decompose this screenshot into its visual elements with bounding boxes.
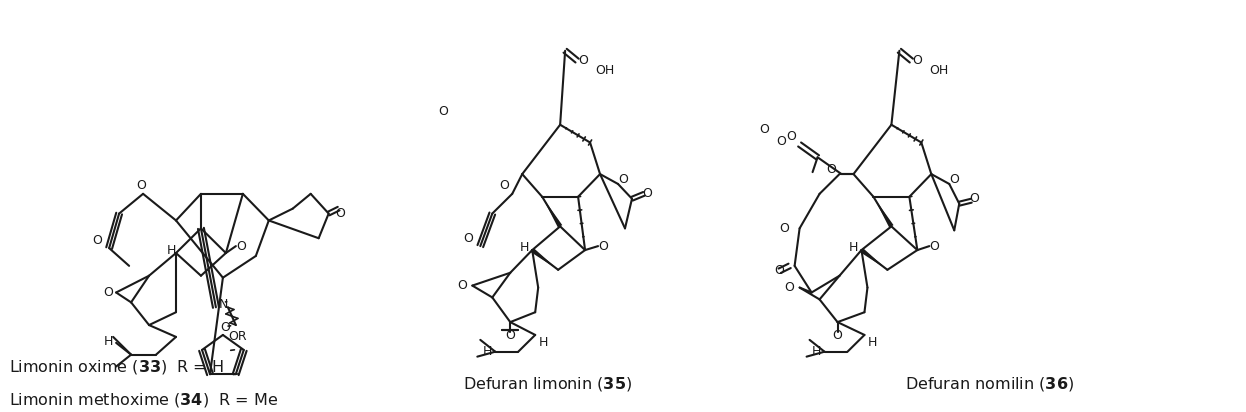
Text: O: O bbox=[775, 264, 785, 277]
Text: O: O bbox=[832, 330, 842, 342]
Polygon shape bbox=[860, 248, 887, 270]
Text: O: O bbox=[235, 240, 245, 253]
Text: O: O bbox=[949, 173, 959, 185]
Text: O: O bbox=[598, 240, 608, 253]
Polygon shape bbox=[531, 248, 558, 270]
Text: O: O bbox=[826, 163, 836, 176]
Text: O: O bbox=[500, 179, 510, 192]
Text: O: O bbox=[642, 187, 652, 200]
Text: O: O bbox=[221, 321, 229, 334]
Text: O: O bbox=[506, 330, 515, 342]
Text: O: O bbox=[457, 279, 467, 292]
Text: O: O bbox=[578, 54, 588, 67]
Text: O: O bbox=[618, 173, 628, 185]
Text: H: H bbox=[867, 336, 877, 349]
Text: O: O bbox=[760, 123, 770, 136]
Text: O: O bbox=[136, 179, 146, 192]
Text: O: O bbox=[335, 207, 345, 220]
Text: Defuran nomilin ($\mathbf{36}$): Defuran nomilin ($\mathbf{36}$) bbox=[905, 375, 1074, 393]
Text: O: O bbox=[969, 192, 979, 205]
Text: H: H bbox=[103, 335, 113, 348]
Text: O: O bbox=[912, 54, 922, 67]
Text: OH: OH bbox=[596, 64, 614, 77]
Text: H: H bbox=[520, 241, 528, 254]
Text: N: N bbox=[219, 298, 228, 311]
Text: O: O bbox=[439, 105, 449, 118]
Text: Defuran limonin ($\mathbf{35}$): Defuran limonin ($\mathbf{35}$) bbox=[462, 375, 632, 393]
Text: H: H bbox=[812, 345, 821, 358]
Text: O: O bbox=[103, 286, 113, 299]
Text: O: O bbox=[776, 135, 786, 148]
Text: H: H bbox=[538, 336, 548, 349]
Text: O: O bbox=[786, 130, 796, 143]
Text: Limonin methoxime ($\mathbf{34}$)  R = Me: Limonin methoxime ($\mathbf{34}$) R = Me bbox=[10, 391, 278, 409]
Text: H: H bbox=[849, 241, 858, 254]
Text: Limonin oxime ($\mathbf{33}$)  R = H: Limonin oxime ($\mathbf{33}$) R = H bbox=[10, 358, 224, 376]
Polygon shape bbox=[542, 197, 562, 228]
Text: H: H bbox=[166, 243, 176, 257]
Text: O: O bbox=[930, 240, 939, 253]
Text: O: O bbox=[464, 232, 473, 245]
Text: O: O bbox=[780, 222, 790, 235]
Text: O: O bbox=[785, 281, 795, 294]
Text: OH: OH bbox=[930, 64, 948, 77]
Text: OR: OR bbox=[228, 330, 247, 344]
Text: H: H bbox=[482, 345, 492, 358]
Polygon shape bbox=[873, 197, 893, 228]
Text: O: O bbox=[92, 234, 102, 247]
